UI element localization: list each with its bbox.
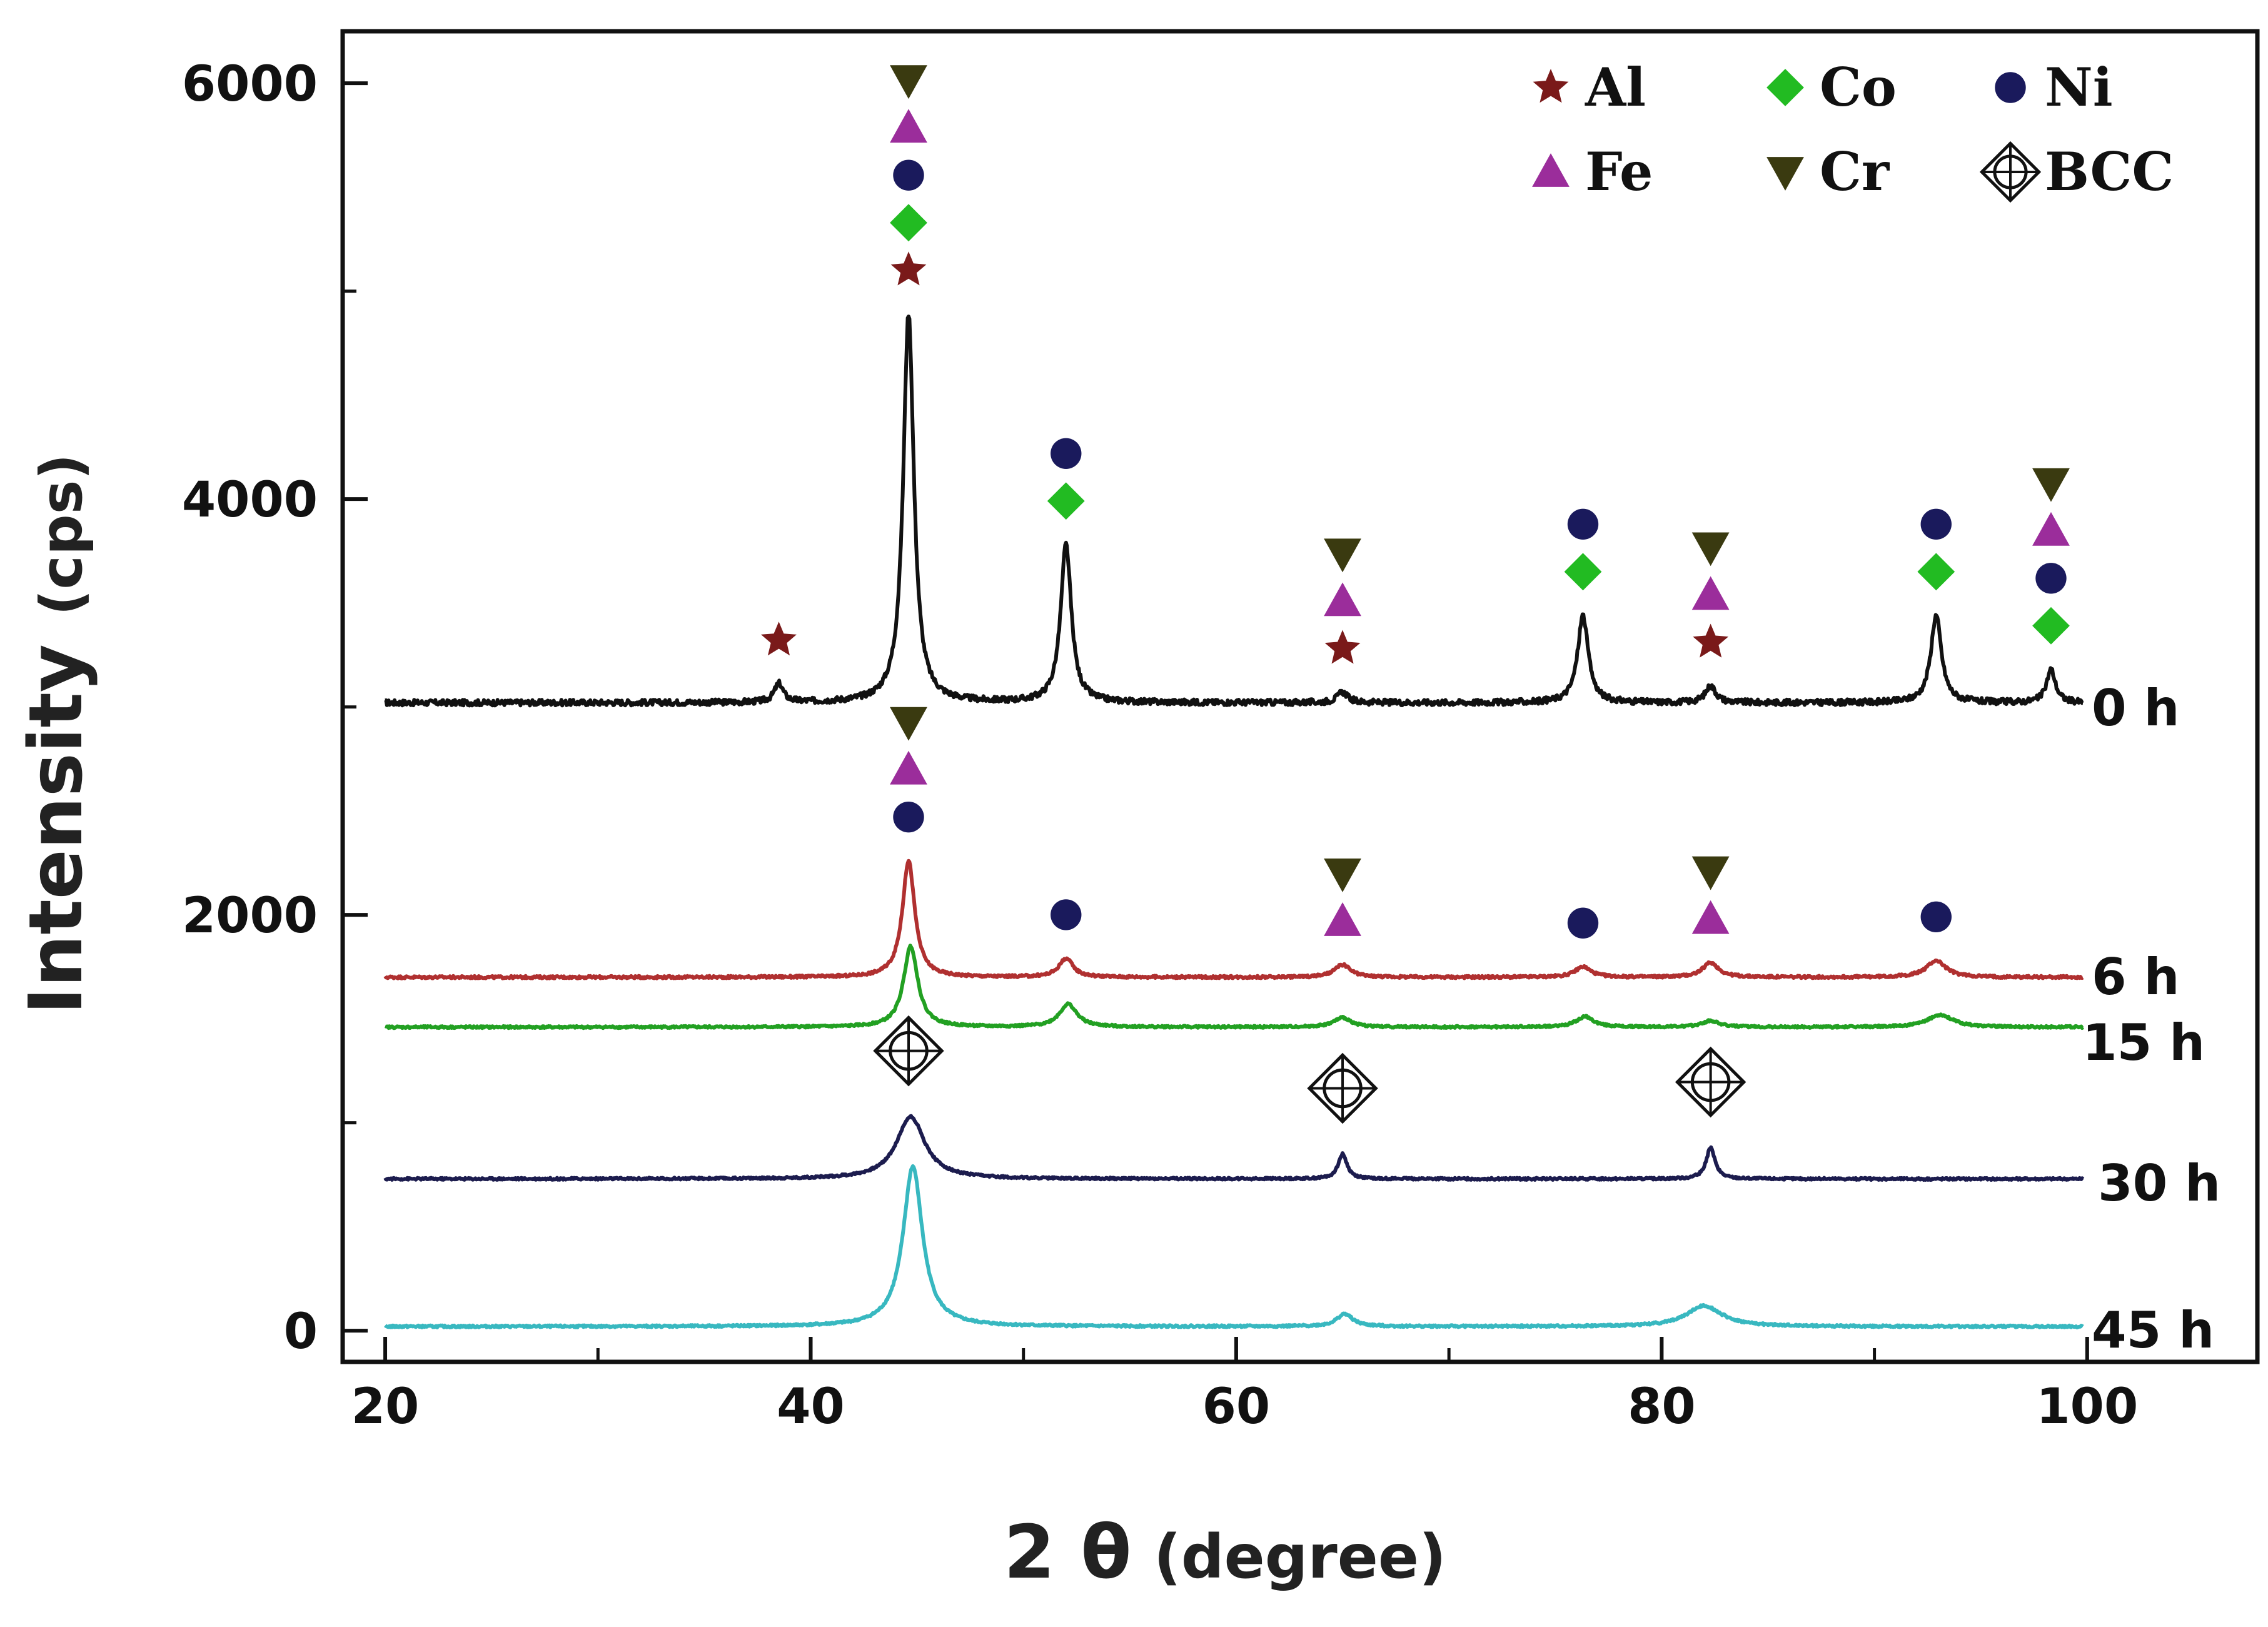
- y-axis-title-unit: (cps): [28, 453, 95, 615]
- circle-marker: [2035, 563, 2067, 594]
- legend-label-fe: Fe: [1585, 141, 1653, 203]
- x-tick-label: 40: [777, 1379, 845, 1435]
- legend-label-cr: Cr: [1820, 141, 1890, 203]
- triangle-up-marker: [1691, 900, 1730, 934]
- bcc-marker: [1307, 1052, 1378, 1124]
- series-line-6h: [383, 859, 2084, 980]
- legend-bcc-icon: [1979, 141, 2042, 203]
- series-line-0h: [384, 315, 2084, 708]
- legend-label-al: Al: [1585, 56, 1646, 118]
- bcc-marker: [1675, 1046, 1746, 1118]
- star-marker: [1324, 630, 1361, 664]
- series-label-layer: 0 h 6 h 15 h 30 h 45 h: [2082, 679, 2220, 1359]
- y-tick-label: 4000: [182, 472, 318, 528]
- y-axis-title: Intensity (cps): [13, 453, 99, 1014]
- triangle-up-marker: [1324, 902, 1361, 936]
- x-tick-label: 60: [1202, 1379, 1271, 1435]
- diamond-marker: [1047, 482, 1085, 520]
- diamond-marker: [1564, 553, 1602, 591]
- triangle-up-marker: [2032, 511, 2070, 546]
- x-axis-title: 2 θ (degree): [1004, 1509, 1446, 1595]
- circle-marker: [893, 801, 924, 833]
- triangle-down-marker: [890, 65, 927, 99]
- triangle-down-marker: [890, 707, 927, 741]
- series-layer: [383, 315, 2085, 1329]
- triangle-down-marker: [1691, 856, 1730, 890]
- x-tick-label: 100: [2036, 1379, 2138, 1435]
- circle-marker: [1567, 907, 1599, 939]
- y-tick-label: 0: [284, 1304, 318, 1360]
- circle-marker: [1920, 901, 1952, 932]
- diamond-marker: [890, 204, 927, 242]
- legend-triangle-down-icon: [1767, 157, 1804, 191]
- legend-label-bcc: BCC: [2045, 141, 2174, 203]
- legend-diamond-icon: [1767, 69, 1804, 106]
- x-axis-title-unit: (degree): [1154, 1522, 1446, 1592]
- legend-circle-icon: [1995, 72, 2026, 103]
- x-axis-title-main: 2 θ: [1004, 1509, 1131, 1595]
- circle-marker: [1051, 899, 1082, 930]
- star-marker: [761, 622, 797, 656]
- triangle-up-marker: [890, 109, 927, 143]
- triangle-down-marker: [1324, 859, 1361, 892]
- circle-marker: [1051, 438, 1082, 469]
- legend: Al Co Ni Fe Cr BCC: [1532, 56, 2174, 203]
- circle-marker: [1920, 508, 1952, 540]
- tick-layer: 20 40 60 80 100 0 2000 4000 6000: [182, 56, 2138, 1435]
- x-tick-label: 80: [1628, 1379, 1696, 1435]
- diamond-marker: [1917, 553, 1955, 591]
- triangle-down-marker: [2032, 468, 2070, 502]
- plot-frame: [340, 29, 2260, 1364]
- series-label-6h: 6 h: [2092, 948, 2179, 1006]
- triangle-up-marker: [1691, 576, 1730, 610]
- y-axis-title-main: Intensity: [13, 644, 99, 1014]
- series-label-15h: 15 h: [2082, 1014, 2205, 1072]
- series-label-30h: 30 h: [2098, 1154, 2220, 1212]
- triangle-up-marker: [890, 750, 927, 785]
- x-tick-label: 20: [351, 1379, 420, 1435]
- y-tick-label: 2000: [182, 888, 318, 944]
- legend-label-co: Co: [1820, 56, 1897, 118]
- circle-marker: [893, 159, 924, 191]
- legend-star-icon: [1533, 69, 1569, 103]
- circle-marker: [1567, 508, 1599, 540]
- diamond-marker: [2032, 607, 2070, 645]
- series-line-15h: [384, 944, 2085, 1030]
- bcc-marker: [873, 1015, 944, 1087]
- legend-triangle-up-icon: [1532, 153, 1570, 187]
- star-marker: [890, 251, 927, 286]
- star-marker: [1693, 623, 1729, 658]
- series-label-45h: 45 h: [2092, 1301, 2214, 1359]
- series-line-30h: [383, 1114, 2085, 1182]
- legend-label-ni: Ni: [2045, 56, 2113, 118]
- peak-marker-layer: [761, 65, 2070, 1124]
- series-line-45h: [384, 1164, 2084, 1329]
- triangle-up-marker: [1324, 582, 1361, 617]
- y-tick-label: 6000: [182, 56, 318, 113]
- triangle-down-marker: [1324, 538, 1361, 573]
- series-label-0h: 0 h: [2092, 679, 2179, 737]
- triangle-down-marker: [1691, 532, 1730, 567]
